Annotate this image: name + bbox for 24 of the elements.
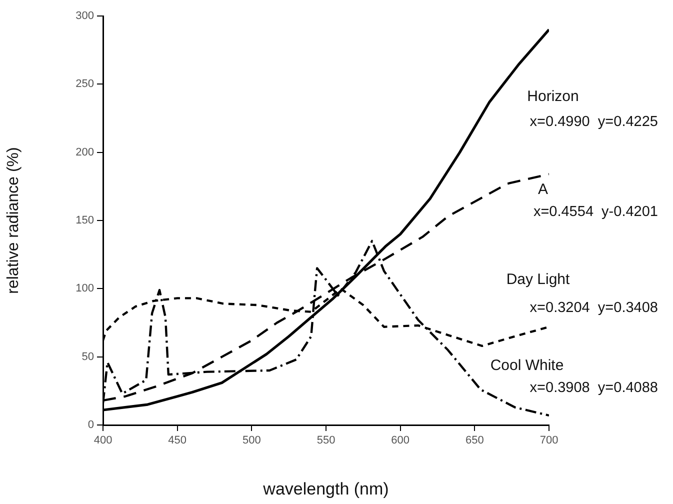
x-tick-label: 550 [316, 434, 336, 447]
y-tick-label: 0 [88, 419, 94, 432]
x-tick-label: 600 [391, 434, 410, 447]
series-label: Horizon [527, 88, 579, 106]
series-label: Cool White [490, 357, 564, 374]
x-axis-title: wavelength (nm) [262, 479, 389, 498]
y-tick-label: 200 [76, 146, 94, 158]
x-tick-label: 400 [94, 434, 112, 447]
annotation: x=0.4554 y-0.4201 [533, 204, 658, 220]
annotation: x=0.4990 y=0.4225 [530, 114, 658, 130]
y-axis-title: relative radiance (%) [5, 147, 22, 294]
x-tick-label: 700 [540, 434, 558, 447]
x-tick-label: 450 [168, 434, 187, 447]
y-tick-label: 300 [76, 10, 94, 22]
x-tick-label: 500 [242, 434, 261, 447]
y-tick-label: 100 [76, 282, 94, 295]
annotation: x=0.3204 y=0.3408 [530, 300, 658, 316]
y-tick-label: 250 [76, 78, 94, 90]
series-label: A [538, 181, 548, 198]
y-tick-label: 150 [76, 214, 94, 227]
y-tick-label: 50 [82, 350, 94, 363]
x-tick-label: 650 [465, 434, 484, 447]
text: Day Light [506, 271, 571, 288]
annotation: x=0.3908 y=0.4088 [530, 380, 658, 396]
